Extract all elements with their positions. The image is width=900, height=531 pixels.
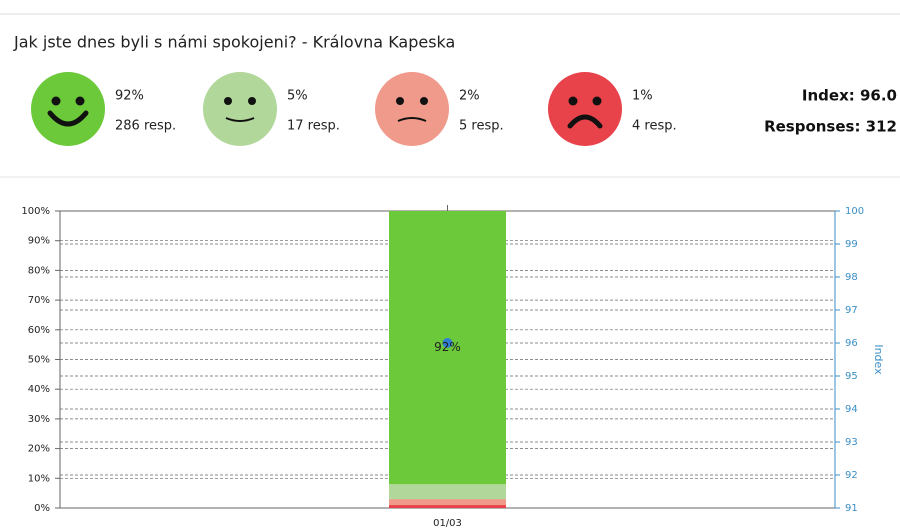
y-tick-label: 100% bbox=[21, 206, 50, 217]
y2-tick-label: 92 bbox=[845, 470, 858, 481]
index-total: Index: 96.0 bbox=[802, 87, 897, 105]
responses: 286 resp. bbox=[115, 119, 176, 134]
y-tick-label: 70% bbox=[28, 295, 50, 306]
y2-tick-label: 95 bbox=[845, 371, 858, 382]
y2-axis-label: Index bbox=[872, 344, 885, 375]
value-label: 92% bbox=[434, 340, 461, 354]
y-tick-label: 20% bbox=[28, 444, 50, 455]
y2-tick-label: 94 bbox=[845, 404, 858, 415]
responses: 17 resp. bbox=[287, 119, 340, 134]
responses-total: Responses: 312 bbox=[764, 118, 897, 136]
face-happy bbox=[203, 72, 277, 146]
y-tick-label: 50% bbox=[28, 355, 50, 366]
bar-segment bbox=[389, 505, 506, 508]
y2-tick-label: 96 bbox=[845, 338, 858, 349]
percent: 2% bbox=[459, 89, 480, 104]
percent: 1% bbox=[632, 89, 653, 104]
bar-segment bbox=[389, 499, 506, 506]
y-tick-label: 0% bbox=[34, 503, 50, 514]
title: Jak jste dnes byli s námi spokojeni? - K… bbox=[13, 33, 455, 52]
face-very-unhappy bbox=[548, 72, 622, 146]
y-tick-label: 80% bbox=[28, 265, 50, 276]
bar-segment bbox=[389, 484, 506, 500]
y-tick-label: 30% bbox=[28, 414, 50, 425]
percent: 92% bbox=[115, 89, 144, 104]
chart: 0% 10% 20% 30% 40% 50% 60% 70% 80% 90% 100% 91 92 93 9… bbox=[21, 205, 885, 529]
responses: 5 resp. bbox=[459, 119, 504, 134]
y-tick-label: 40% bbox=[28, 384, 50, 395]
y2-tick-label: 93 bbox=[845, 437, 858, 448]
y2-tick-label: 99 bbox=[845, 239, 858, 250]
responses: 4 resp. bbox=[632, 119, 677, 134]
y-tick-label: 60% bbox=[28, 325, 50, 336]
y2-tick-label: 100 bbox=[845, 206, 864, 217]
y2-tick-label: 97 bbox=[845, 305, 858, 316]
y-tick-label: 90% bbox=[28, 236, 50, 247]
y2-tick-label: 91 bbox=[845, 503, 858, 514]
index-point bbox=[442, 338, 453, 348]
face-very-happy bbox=[31, 72, 105, 146]
face-unhappy bbox=[375, 72, 449, 146]
x-tick-label: 01/03 bbox=[433, 518, 462, 529]
y2-tick-label: 98 bbox=[845, 272, 858, 283]
y-tick-label: 10% bbox=[28, 473, 50, 484]
percent: 5% bbox=[287, 89, 308, 104]
